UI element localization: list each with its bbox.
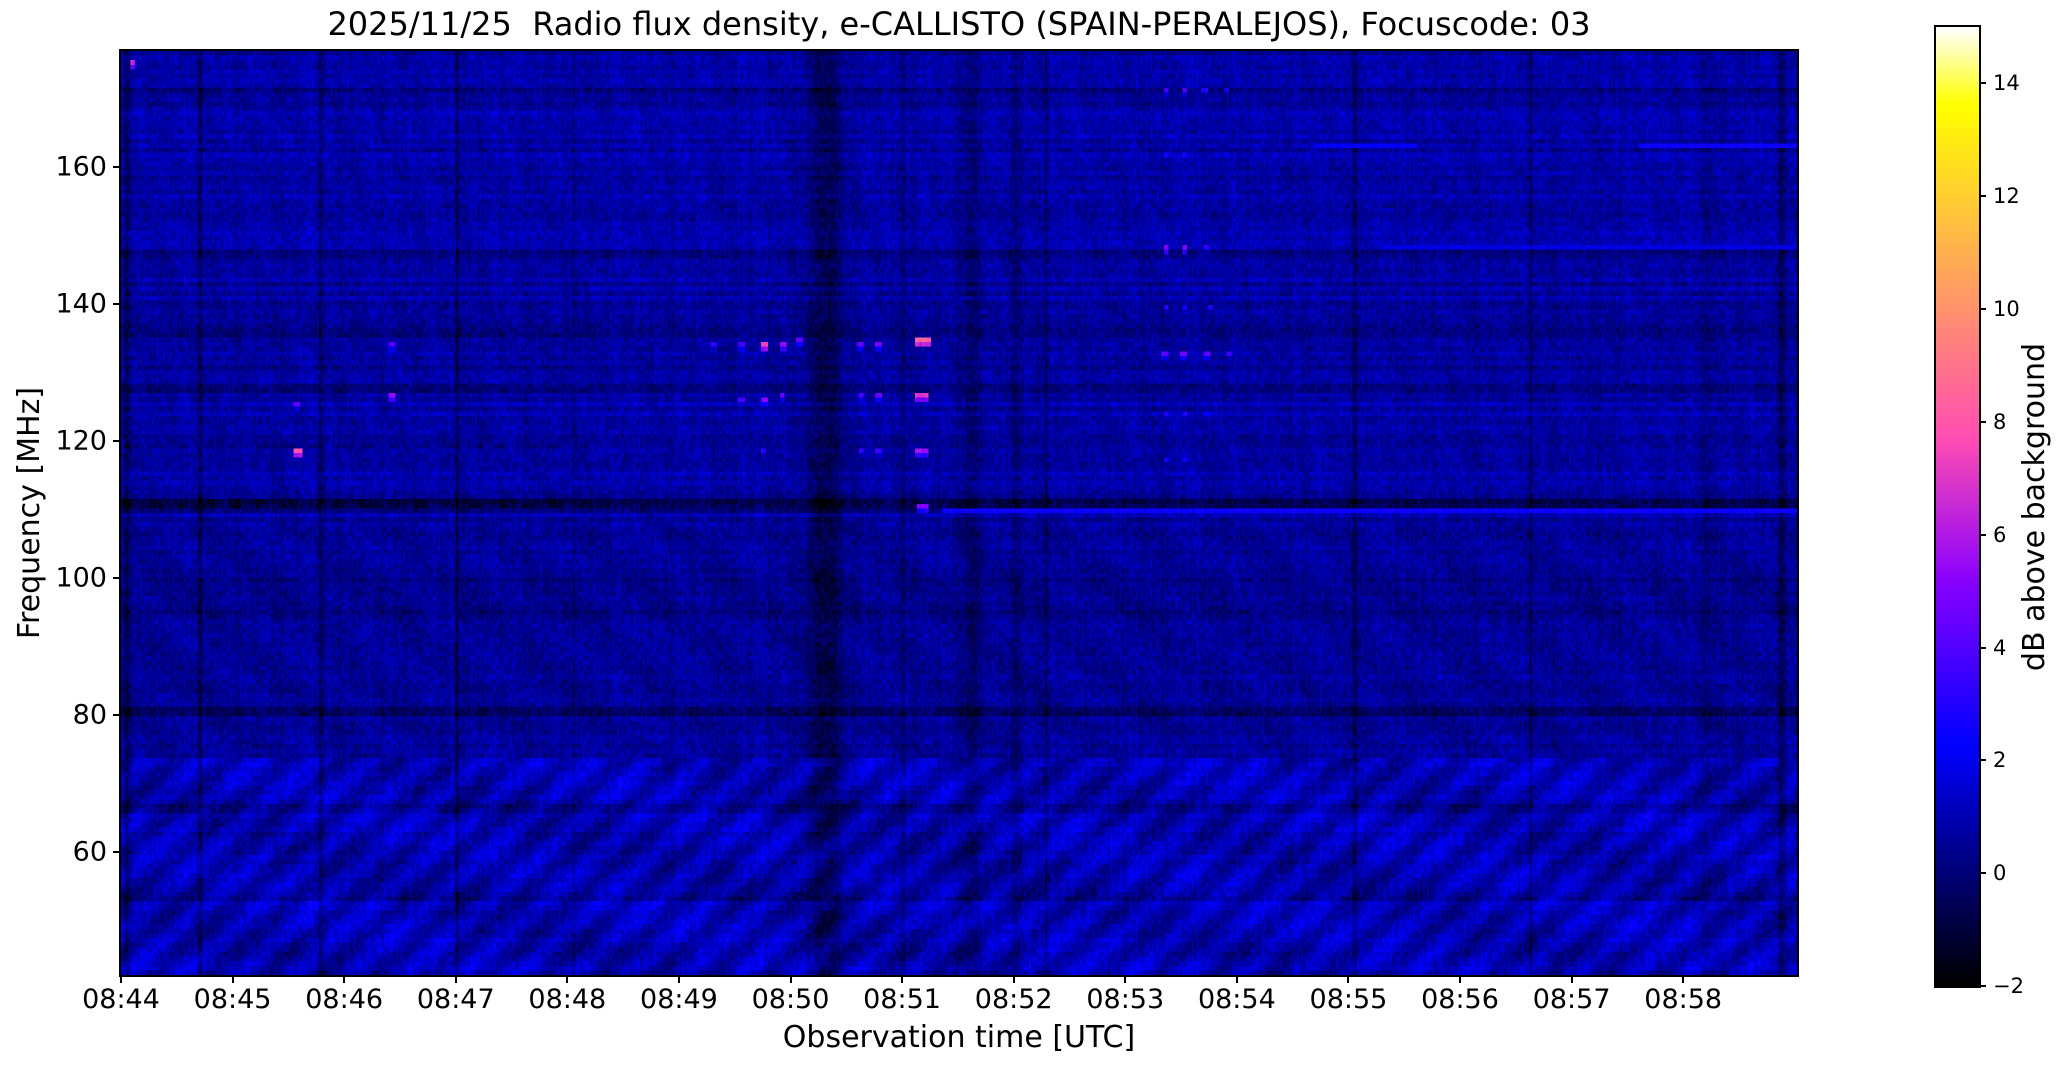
x-tick-label: 08:51 <box>863 984 941 1015</box>
colorbar-tick-label: 10 <box>1993 297 2020 322</box>
x-tick-mark <box>1570 975 1573 983</box>
colorbar-tick-mark <box>1979 985 1986 987</box>
spectrogram-canvas <box>121 51 1797 975</box>
x-tick-label: 08:57 <box>1532 984 1611 1015</box>
y-tick-label: 60 <box>72 836 107 868</box>
x-tick-label: 08:58 <box>1644 984 1723 1015</box>
y-tick-mark <box>113 850 121 853</box>
x-tick-label: 08:44 <box>82 984 160 1015</box>
x-tick-label: 08:47 <box>416 984 495 1015</box>
x-tick-label: 08:45 <box>193 984 272 1015</box>
x-tick-mark <box>1235 975 1238 983</box>
y-tick-label: 100 <box>55 562 107 594</box>
colorbar-tick-mark <box>1979 533 1986 536</box>
colorbar-tick-label: 8 <box>1993 409 2007 434</box>
x-tick-label: 08:55 <box>1309 984 1388 1015</box>
x-tick-mark <box>1682 975 1685 983</box>
colorbar-tick-label: 14 <box>1993 71 2020 96</box>
colorbar-tick-label: 12 <box>1993 184 2020 209</box>
colorbar <box>1934 25 1981 988</box>
colorbar-tick-label: −2 <box>1993 974 2024 998</box>
x-axis-label: Observation time [UTC] <box>782 1020 1136 1055</box>
chart-title: 2025/11/25 Radio flux density, e-CALLIST… <box>327 5 1591 43</box>
x-tick-mark <box>901 975 904 983</box>
y-tick-mark <box>113 713 121 716</box>
y-axis-label: Frequency [MHz] <box>12 386 47 640</box>
x-tick-label: 08:50 <box>751 984 830 1015</box>
x-tick-mark <box>120 975 122 983</box>
colorbar-label: dB above background <box>2017 342 2052 672</box>
x-tick-label: 08:49 <box>640 984 718 1015</box>
x-tick-mark <box>677 975 680 983</box>
colorbar-canvas <box>1936 27 1979 986</box>
x-tick-label: 08:56 <box>1421 984 1499 1015</box>
y-tick-label: 80 <box>72 699 107 731</box>
x-tick-mark <box>566 975 569 983</box>
x-tick-mark <box>231 975 234 983</box>
y-tick-label: 160 <box>55 151 107 183</box>
x-tick-mark <box>789 975 792 983</box>
colorbar-tick-mark <box>1979 872 1986 875</box>
x-tick-label: 08:48 <box>528 984 607 1015</box>
x-tick-mark <box>454 975 457 983</box>
colorbar-tick-mark <box>1979 759 1986 762</box>
colorbar-tick-mark <box>1979 420 1986 423</box>
x-tick-mark <box>1459 975 1461 983</box>
x-tick-label: 08:46 <box>305 984 384 1015</box>
y-tick-label: 140 <box>55 288 107 320</box>
x-tick-mark <box>343 975 346 983</box>
colorbar-tick-mark <box>1979 82 1986 85</box>
colorbar-tick-label: 2 <box>1993 748 2007 773</box>
y-tick-mark <box>113 577 121 580</box>
colorbar-tick-mark <box>1979 195 1986 198</box>
colorbar-tick-label: 6 <box>1993 522 2007 547</box>
x-tick-label: 08:52 <box>974 984 1053 1015</box>
y-tick-label: 120 <box>55 425 107 457</box>
y-tick-mark <box>113 303 121 306</box>
y-tick-mark <box>113 440 121 443</box>
colorbar-tick-label: 0 <box>1993 861 2007 886</box>
x-tick-mark <box>1347 975 1350 983</box>
spectrogram-plot <box>119 49 1799 977</box>
x-tick-mark <box>1012 975 1015 983</box>
colorbar-tick-mark <box>1979 308 1986 311</box>
x-tick-mark <box>1124 975 1127 983</box>
x-tick-label: 08:53 <box>1086 984 1165 1015</box>
y-tick-mark <box>113 166 121 169</box>
colorbar-tick-label: 4 <box>1993 635 2007 660</box>
x-tick-label: 08:54 <box>1197 984 1276 1015</box>
colorbar-tick-mark <box>1979 646 1986 649</box>
